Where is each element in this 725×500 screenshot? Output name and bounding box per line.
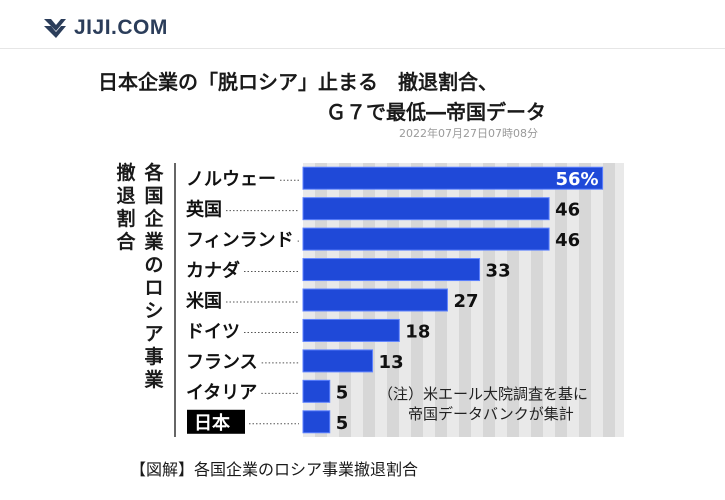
value-label: 5	[336, 413, 349, 434]
bar	[302, 379, 331, 403]
category-label: フランス	[186, 352, 258, 373]
grid-stripe	[555, 163, 567, 437]
bar	[302, 318, 400, 342]
category-label: 英国	[185, 199, 222, 221]
grid-stripe	[591, 163, 603, 437]
figure-caption: 【図解】各国企業のロシア事業撤退割合	[130, 460, 419, 479]
site-logo[interactable]: JIJI.COM	[42, 14, 168, 42]
bar	[302, 258, 481, 282]
value-label: 56%	[556, 169, 599, 190]
header-divider	[0, 48, 725, 49]
y-axis-label-line-2: 各国企業のロシア事業	[144, 162, 164, 391]
grid-stripe	[579, 163, 591, 437]
value-label: 46	[555, 200, 580, 221]
article-title-line-1: 日本企業の「脱ロシア」止まる 撤退割合、	[98, 70, 498, 94]
value-label: 18	[405, 321, 430, 342]
value-label: 46	[555, 230, 580, 251]
chart-note: 帝国データバンクが集計	[408, 405, 574, 423]
article-timestamp: 2022年07月27日07時08分	[399, 127, 538, 140]
logo-text: JIJI.COM	[74, 16, 168, 39]
category-label: 日本	[194, 412, 230, 434]
bar	[302, 197, 550, 221]
chart-note: （注）米エール大院調査を基に	[378, 385, 588, 403]
y-axis-label-line-1: 撤退割合	[116, 162, 136, 253]
bar	[302, 227, 550, 251]
bar	[302, 288, 448, 312]
jiji-chevron-icon	[44, 19, 66, 38]
category-label: 米国	[186, 290, 222, 312]
category-label: ノルウェー	[186, 169, 276, 190]
grid-stripe	[567, 163, 579, 437]
category-label: カナダ	[186, 260, 240, 282]
article-title-line-2: Ｇ７で最低―帝国データ	[326, 100, 546, 124]
value-label: 33	[486, 261, 511, 282]
bar	[302, 166, 604, 190]
grid-stripe	[615, 163, 624, 437]
highlight-label-background	[187, 409, 245, 434]
category-label: イタリア	[186, 382, 257, 403]
bar	[302, 410, 331, 434]
grid-stripe	[603, 163, 615, 437]
value-label: 5	[336, 382, 349, 403]
category-label: ドイツ	[186, 321, 240, 342]
value-label: 13	[379, 352, 404, 373]
bar	[302, 349, 374, 373]
category-label: フィンランド	[186, 230, 294, 251]
value-label: 27	[453, 291, 478, 312]
